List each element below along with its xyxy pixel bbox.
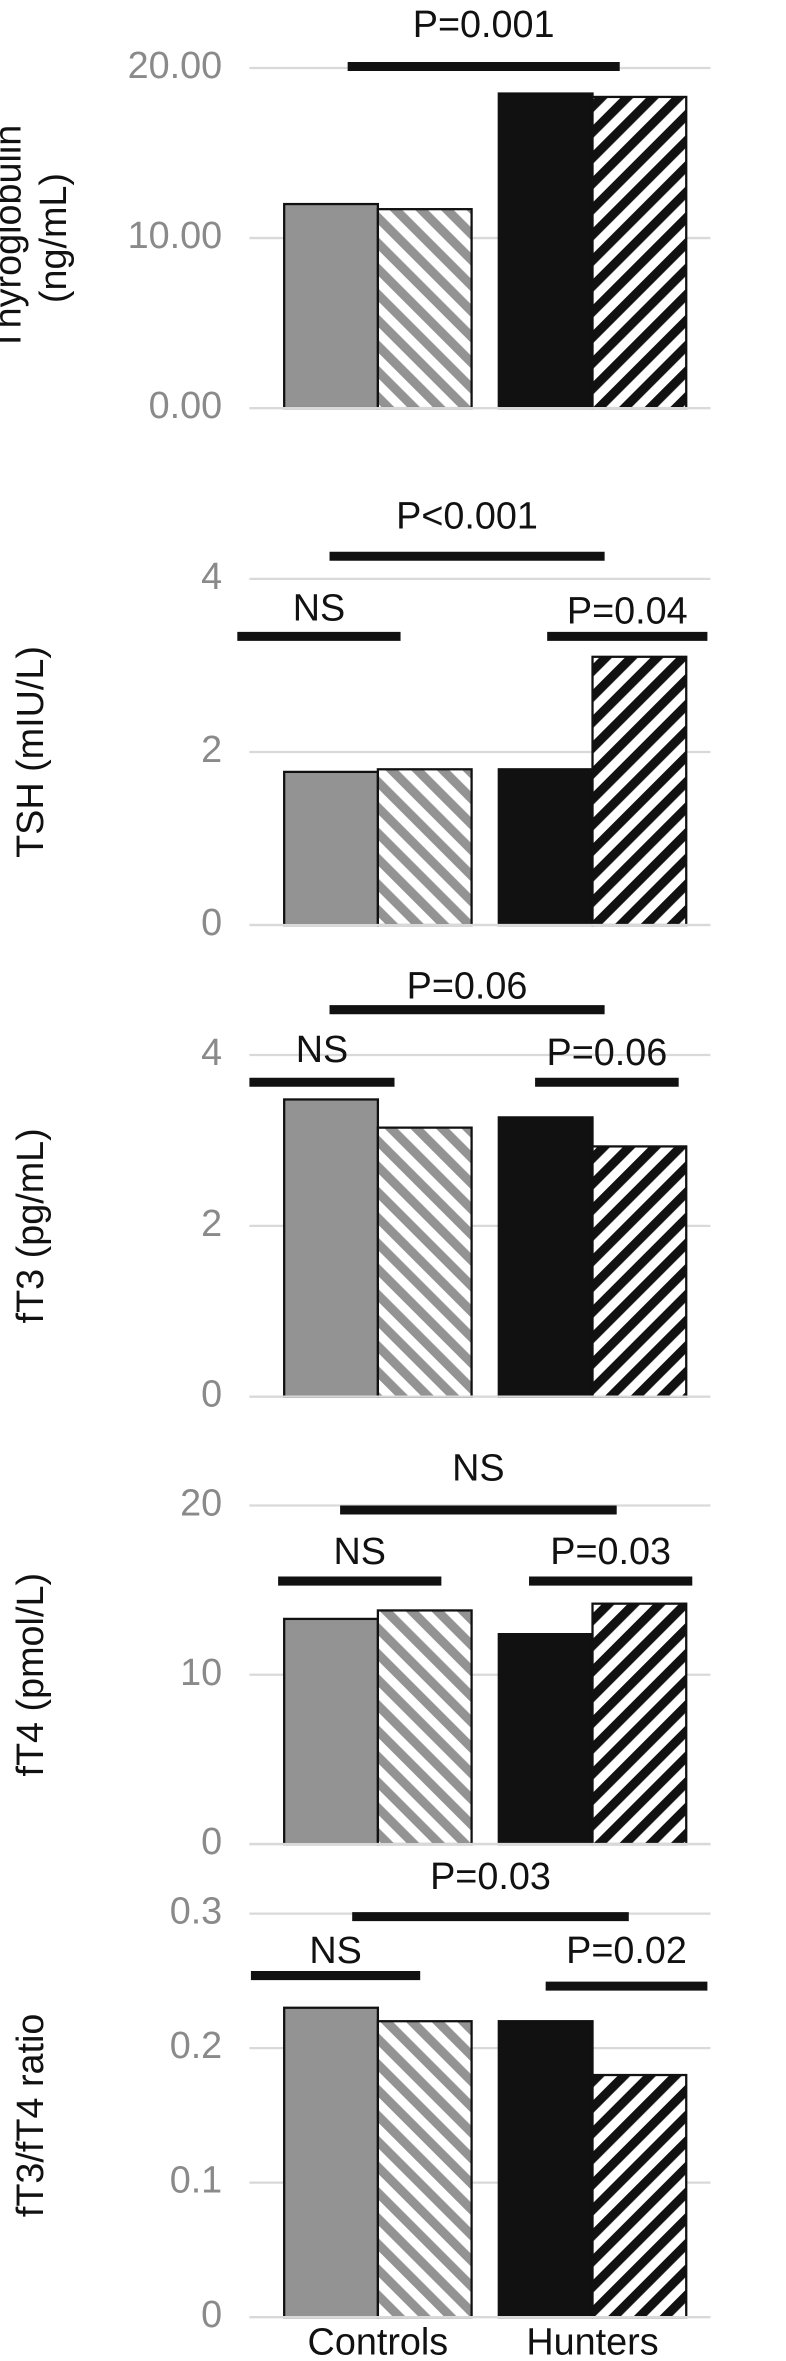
y-tick-label: 0.2 bbox=[170, 2025, 223, 2067]
bar bbox=[497, 768, 594, 927]
y-tick-label: 20.00 bbox=[128, 45, 223, 87]
significance-label: NS bbox=[293, 588, 345, 630]
x-tick-label: Controls bbox=[308, 2321, 449, 2361]
y-axis-label: (ng/mL) bbox=[33, 173, 75, 303]
significance-label: P=0.03 bbox=[430, 1856, 551, 1898]
bar bbox=[283, 1098, 380, 1398]
y-tick-label: 4 bbox=[201, 556, 222, 598]
bar bbox=[283, 770, 380, 927]
bar bbox=[497, 1633, 594, 1846]
significance-label: P=0.04 bbox=[567, 591, 688, 633]
bar bbox=[591, 655, 688, 927]
y-tick-label: 2 bbox=[201, 729, 222, 771]
significance-label: NS bbox=[296, 1029, 348, 1071]
significance-label: NS bbox=[334, 1531, 386, 1573]
y-tick-label: 10.00 bbox=[128, 215, 223, 257]
y-tick-label: 0.00 bbox=[149, 385, 223, 427]
bar bbox=[283, 2006, 380, 2319]
significance-label: P=0.03 bbox=[550, 1531, 671, 1573]
significance-label: P=0.001 bbox=[413, 4, 555, 46]
bar bbox=[376, 1126, 473, 1398]
y-tick-label: 0 bbox=[201, 1374, 222, 1416]
bar bbox=[591, 1145, 688, 1398]
y-tick-label: 10 bbox=[180, 1652, 222, 1694]
bar bbox=[376, 208, 473, 410]
significance-label: P=0.02 bbox=[566, 1930, 687, 1972]
y-axis-label: Thyroglobulin bbox=[0, 125, 30, 352]
significance-label: P=0.06 bbox=[407, 966, 528, 1008]
y-axis-label: fT3/fT4 ratio bbox=[10, 2014, 52, 2218]
bar bbox=[497, 1116, 594, 1398]
x-tick-label: Hunters bbox=[526, 2321, 658, 2361]
bar bbox=[376, 768, 473, 927]
bar bbox=[497, 92, 594, 410]
bar bbox=[376, 2020, 473, 2319]
bar bbox=[591, 2073, 688, 2319]
y-axis-label: TSH (mIU/L) bbox=[10, 646, 52, 858]
y-axis-label: fT4 (pmol/L) bbox=[10, 1573, 52, 1777]
bar bbox=[591, 95, 688, 410]
significance-label: P<0.001 bbox=[396, 495, 538, 537]
y-tick-label: 2 bbox=[201, 1203, 222, 1245]
significance-label: NS bbox=[452, 1448, 504, 1490]
y-tick-label: 0 bbox=[201, 902, 222, 944]
significance-label: NS bbox=[309, 1930, 361, 1972]
bar bbox=[283, 202, 380, 410]
y-tick-label: 0.3 bbox=[170, 1891, 223, 1933]
bar bbox=[283, 1617, 380, 1846]
y-tick-label: 0.1 bbox=[170, 2160, 223, 2202]
significance-label: P=0.06 bbox=[547, 1032, 668, 1074]
bar bbox=[497, 2020, 594, 2319]
bar bbox=[591, 1602, 688, 1846]
y-tick-label: 20 bbox=[180, 1482, 222, 1524]
y-tick-label: 0 bbox=[201, 2294, 222, 2336]
y-axis-label: fT3 (pg/mL) bbox=[10, 1128, 52, 1323]
bar bbox=[376, 1609, 473, 1846]
y-tick-label: 0 bbox=[201, 1821, 222, 1863]
y-tick-label: 4 bbox=[201, 1032, 222, 1074]
